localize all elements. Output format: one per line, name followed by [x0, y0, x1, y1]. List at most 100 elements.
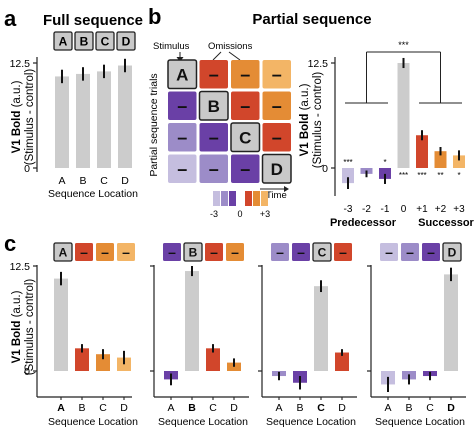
chart-c1: 12.5 0 A B C D Sequence Location: [10, 261, 139, 428]
bar-C: [96, 354, 110, 371]
schematic-cell-0-2: [231, 60, 260, 89]
x-tick-label-C: C: [426, 402, 434, 414]
y-tick-label-12-5: 12.5: [10, 58, 31, 70]
panel-letter-a: a: [4, 6, 17, 31]
x-tick-label-D: D: [121, 175, 129, 187]
bar-C: [314, 286, 328, 371]
bar-+3: [453, 155, 465, 168]
schematic-cell-label-1-0: –: [177, 96, 187, 116]
x-tick-label-B: B: [405, 402, 412, 414]
header-box-label-1: B: [189, 246, 198, 260]
bar-A: [55, 76, 69, 168]
chart-c3: A B C D Sequence Location: [258, 265, 357, 428]
header-box-label-0: –: [168, 244, 176, 260]
panel-c3-boxes: – – C –: [271, 242, 352, 262]
x-axis-label: Sequence Location: [266, 416, 356, 428]
legend-swatch-6: [261, 191, 268, 206]
header-box-3: [442, 242, 462, 262]
schematic-cell-3-0: [168, 154, 197, 183]
header-box-1: [292, 243, 310, 261]
header-box-label-2: –: [210, 244, 218, 260]
header-box-label-2: C: [318, 246, 327, 260]
header-box-1: [74, 31, 94, 51]
legend-tick-neg3: -3: [210, 209, 218, 219]
header-box-3: [116, 31, 136, 51]
header-box-label-2: –: [427, 244, 435, 260]
ylabel-b-unit: (a.u.): [299, 83, 311, 110]
header-box-2: [312, 242, 332, 262]
x-tick-label--1: -1: [381, 204, 390, 215]
schematic-cell-3-1: [199, 154, 228, 183]
header-box-3: [226, 243, 244, 261]
schematic-cell-1-3: [262, 91, 291, 120]
ylabel-c-sub: (Stimulus - control): [24, 279, 36, 376]
schematic-cell-0-3: [262, 60, 291, 89]
schematic-cell-3-3: [261, 153, 292, 184]
schematic-omissions-label: Omissions: [208, 41, 253, 52]
bar--1: [379, 168, 391, 179]
time-arrow-head: [284, 186, 289, 192]
panel-letter-c: c: [4, 231, 16, 256]
schematic-cell-3-2: [231, 154, 260, 183]
significance-2: *: [383, 158, 386, 167]
bar-C: [206, 348, 220, 371]
x-tick-label-D: D: [120, 402, 128, 414]
schematic-cell-1-2: [231, 91, 260, 120]
header-box-label-2: –: [101, 244, 109, 260]
x-tick-label--2: -2: [362, 204, 371, 215]
header-box-1: [401, 243, 419, 261]
header-box-0: [53, 31, 73, 51]
schematic-cell-label-3-1: –: [209, 159, 219, 179]
y-tick-label-12-5: 12.5: [10, 261, 31, 273]
schematic-cell-label-0-0: A: [176, 66, 188, 85]
y-tick-label-12-5: 12.5: [308, 58, 329, 70]
schematic-cell-0-0: [167, 59, 198, 90]
chart-b: 12.50-3***-2 -1*0***+1***+2**+3****: [308, 40, 466, 215]
header-box-label-2: C: [101, 35, 110, 49]
x-tick-label-A: A: [58, 175, 65, 187]
x-axis-label: Sequence Location: [48, 188, 138, 200]
bar-D: [444, 274, 458, 371]
ylabel-b: V1 Bold (a.u.) (Stimulus - control): [299, 72, 324, 169]
header-box-label-0: A: [59, 246, 68, 260]
header-box-2: [205, 243, 223, 261]
significance-3: ***: [399, 171, 408, 180]
svg-text:V1 Bold (a.u.): V1 Bold (a.u.): [11, 290, 23, 363]
bar--3: [342, 168, 354, 184]
bar-B: [76, 73, 90, 168]
header-box-1: [183, 242, 203, 262]
header-box-0: [380, 243, 398, 261]
header-box-0: [163, 243, 181, 261]
significance-5: **: [437, 171, 443, 180]
header-box-label-1: B: [80, 35, 89, 49]
bar-D: [118, 65, 132, 168]
panel-c4-boxes: – – – D: [380, 242, 462, 262]
panel-c1-boxes: A – – –: [53, 242, 135, 262]
legend-tick-0: 0: [237, 209, 242, 219]
x-tick-label-0: 0: [401, 204, 407, 215]
svg-text:Partial sequence trials: Partial sequence trials: [148, 73, 160, 176]
header-partial-sequence: Partial sequence: [252, 11, 371, 28]
label-predecessor: Predecessor: [330, 217, 397, 229]
schematic-cell-1-0: [168, 91, 197, 120]
header-box-2: [95, 31, 115, 51]
schematic-cell-label-3-2: –: [240, 159, 250, 179]
legend-swatch-1: [221, 191, 228, 206]
ylabel-c: V1 Bold (a.u.) (Stimulus - control): [11, 279, 36, 376]
panel-letter-b: b: [148, 4, 161, 29]
bar-C: [97, 71, 111, 168]
schematic-cell-label-3-0: –: [177, 159, 187, 179]
omission-arrow-1: [212, 51, 222, 61]
x-tick-label-+2: +2: [435, 204, 447, 215]
bar-D: [335, 352, 349, 371]
header-box-2: [96, 243, 114, 261]
header-box-label-3: D: [448, 246, 457, 260]
x-tick-label-C: C: [100, 175, 108, 187]
x-axis-label: Sequence Location: [48, 416, 138, 428]
ylabel-c-unit: (a.u.): [11, 290, 23, 317]
ylabel-a-sub: (Stimulus - control): [24, 69, 36, 166]
schematic-cell-label-0-1: –: [209, 65, 219, 85]
significance-4: ***: [417, 171, 426, 180]
header-box-3: [117, 243, 135, 261]
